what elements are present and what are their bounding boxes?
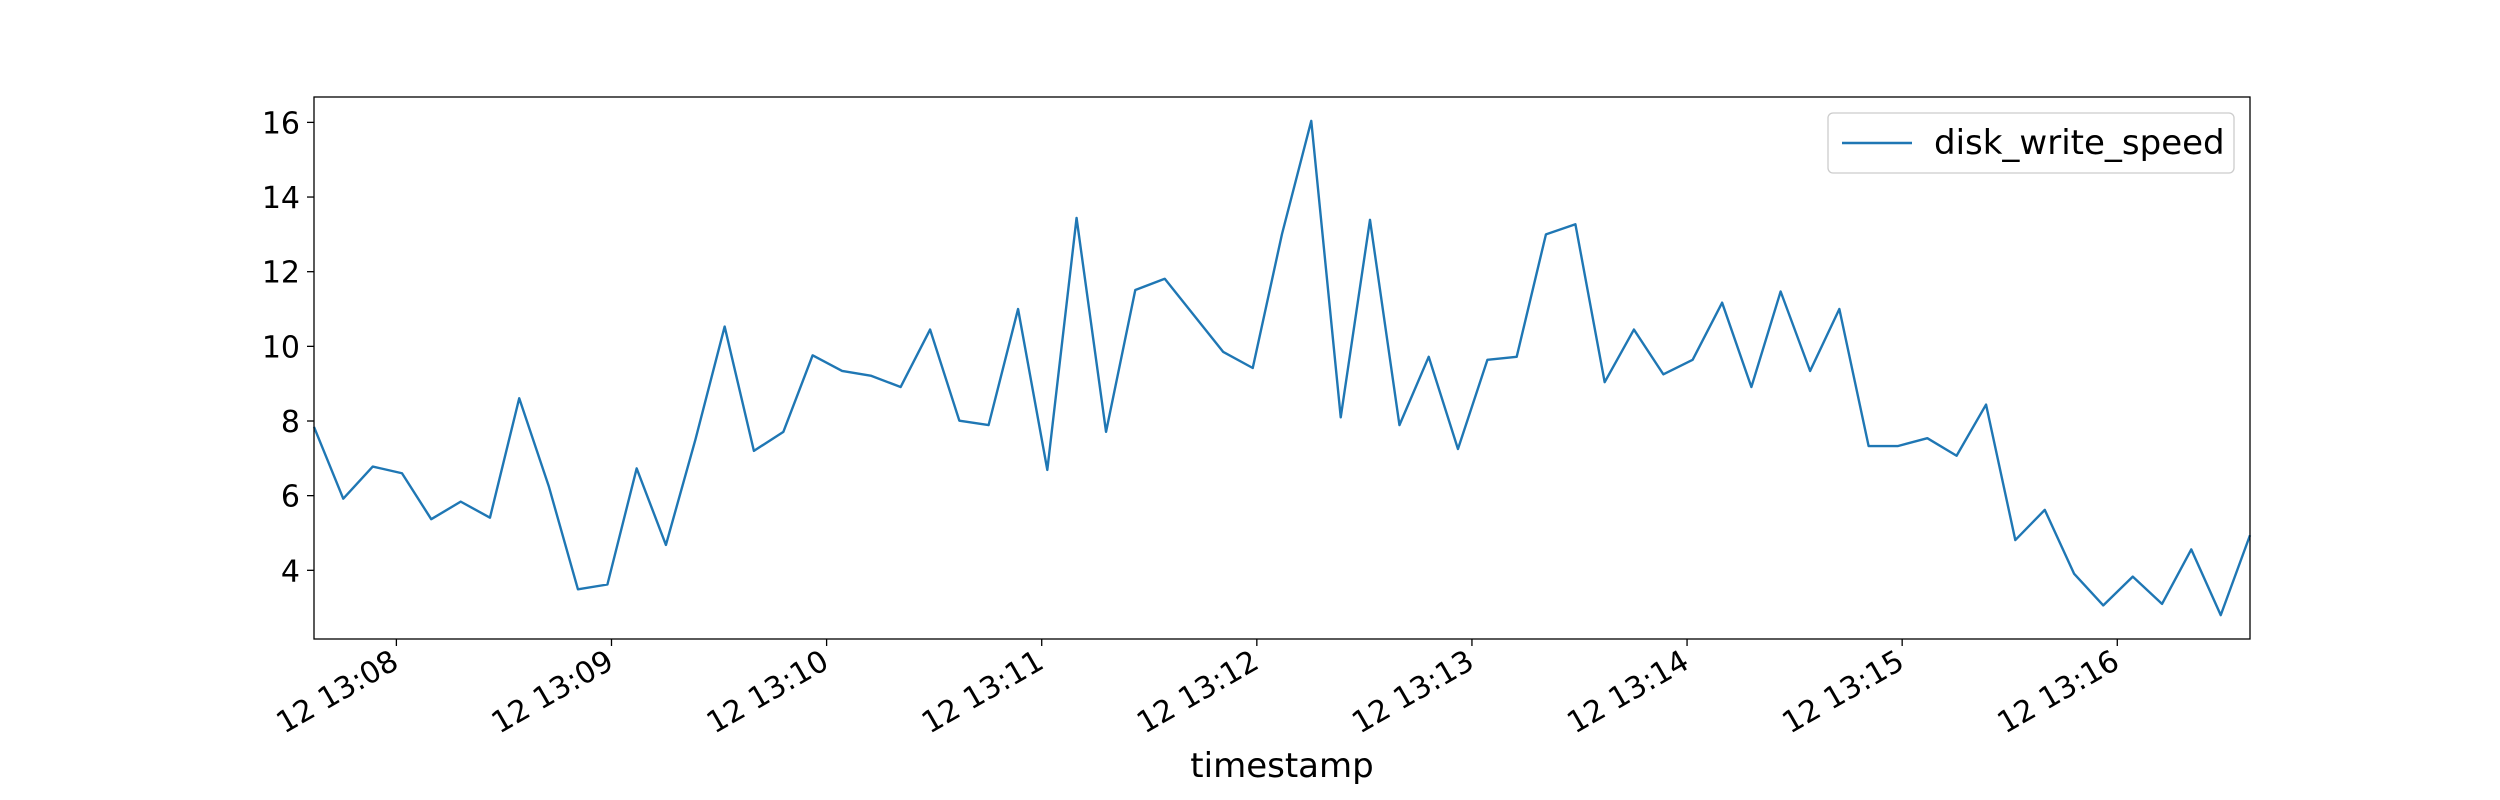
legend-box <box>1827 112 2235 174</box>
x-tick-label: 12 13:08 <box>271 644 405 741</box>
data-line <box>312 119 2252 617</box>
y-tick-label: 14 <box>262 181 300 216</box>
x-tick-label: 12 13:10 <box>701 644 835 741</box>
y-tick-label: 4 <box>281 554 300 589</box>
y-tick-label: 8 <box>281 405 300 440</box>
x-tick-label: 12 13:14 <box>1561 644 1695 741</box>
x-tick-label: 12 13:11 <box>916 644 1050 741</box>
plot-frame <box>313 96 2251 640</box>
x-tick-label: 12 13:16 <box>1992 644 2126 741</box>
legend-label: disk_write_speed <box>1934 123 2225 163</box>
x-axis-label: timestamp <box>1190 746 1373 786</box>
y-tick-label: 12 <box>262 256 300 291</box>
x-tick-label: 12 13:09 <box>486 644 620 741</box>
x-tick-label: 12 13:15 <box>1776 644 1910 741</box>
x-tick-label: 12 13:13 <box>1346 644 1480 741</box>
y-tick-label: 16 <box>262 106 300 141</box>
y-tick-label: 6 <box>281 480 300 515</box>
y-tick-label: 10 <box>262 330 300 365</box>
x-tick-label: 12 13:12 <box>1131 644 1265 741</box>
